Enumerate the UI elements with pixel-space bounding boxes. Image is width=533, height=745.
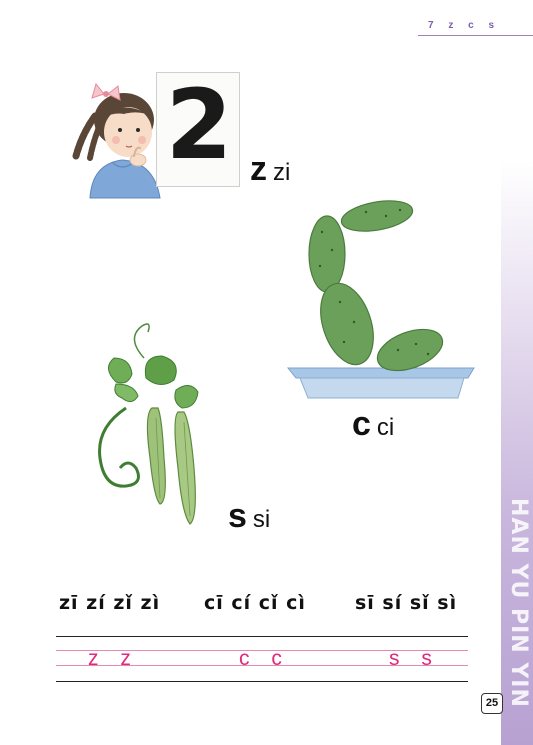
letter-z-group: z zi [250,150,290,189]
writing-line-top [56,636,468,637]
cactus-illustration [286,200,475,399]
letter-s: s [228,497,247,535]
writing-line-mid-upper [56,650,468,651]
practice-s: s s [389,647,440,670]
letter-s-group: s si [228,497,270,536]
lesson-letter-s: s [488,20,501,31]
number-card: 2 [156,72,240,187]
header-rule [418,35,533,36]
lesson-number: 7 [428,20,440,31]
writing-line-bottom [56,681,468,682]
writing-line-mid-lower [56,665,468,666]
page-number: 25 [481,693,503,714]
syllable-zi: zi [273,159,291,186]
side-banner [501,160,533,745]
card-number: 2 [165,69,233,181]
lesson-letter-z: z [448,20,460,31]
tones-si: sī sí sǐ sì [355,592,458,614]
letter-c: c [352,405,371,443]
side-banner-text: HAN YU PIN YIN [506,498,531,708]
syllable-si: si [252,506,271,533]
lesson-tag: 7 z c s [428,20,500,31]
tones-ci: cī cí cǐ cì [204,592,306,614]
tones-zi: zī zí zǐ zì [59,592,161,614]
practice-z: z z [88,647,139,670]
lesson-letter-c: c [468,20,480,31]
girl-illustration [72,82,161,199]
syllable-ci: ci [376,414,395,441]
letter-z: z [250,150,267,188]
letter-c-group: c ci [352,405,394,444]
loofah-illustration [98,323,199,525]
practice-c: c c [239,647,290,670]
